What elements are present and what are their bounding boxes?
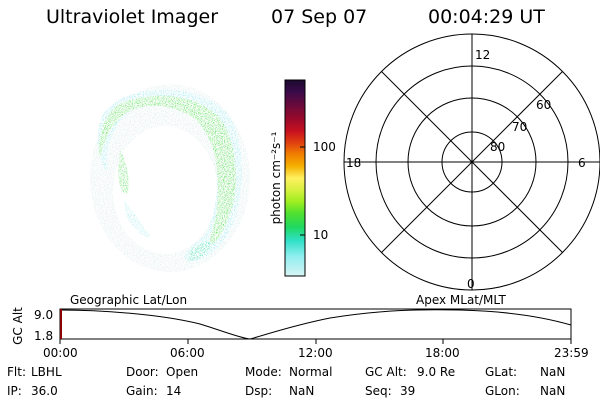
colorbar-tick-100: 100 — [313, 140, 336, 154]
date-label: 07 Sep 07 — [271, 6, 368, 28]
status-mode-key: Mode: — [245, 365, 282, 379]
lat-label-60: 60 — [536, 98, 552, 112]
timeline-ytick-max: 9.0 — [34, 308, 54, 322]
timeline-ytick-min: 1.8 — [34, 329, 54, 343]
lat-label-70: 70 — [512, 120, 528, 134]
status-gcalt-key: GC Alt: — [365, 365, 407, 379]
status-door-key: Door: — [126, 365, 159, 379]
status-door-value: Open — [166, 365, 199, 379]
status-seq-value: 39 — [400, 384, 416, 398]
timeline-xtick-2: 12:00 — [298, 346, 333, 360]
status-gcalt-value: 9.0 Re — [417, 365, 456, 379]
timeline-xtick-3: 18:00 — [425, 346, 460, 360]
timeline-xtick-1: 06:00 — [170, 346, 205, 360]
timeline-xtick-4: 23:59 — [554, 346, 589, 360]
colorbar-tick-10: 10 — [313, 228, 329, 242]
time-label: 00:04:29 UT — [428, 6, 545, 28]
mlt-label-6: 6 — [578, 156, 586, 170]
instrument-title: Ultraviolet Imager — [46, 6, 219, 28]
mlt-label-12: 12 — [475, 48, 491, 62]
status-glat-value: NaN — [540, 365, 566, 379]
status-dsp-value: NaN — [289, 384, 315, 398]
lat-label-80: 80 — [490, 140, 506, 154]
status-gain-key: Gain: — [126, 384, 158, 398]
status-ip-value: 36.0 — [31, 384, 58, 398]
status-glon-value: NaN — [540, 384, 566, 398]
status-dsp-key: Dsp: — [245, 384, 273, 398]
status-gain-value: 14 — [166, 384, 182, 398]
status-filter-key: Flt: — [7, 365, 26, 379]
mlt-label-0: 0 — [467, 277, 475, 291]
apex-coords-label: Apex MLat/MLT — [416, 293, 506, 307]
status-filter-value: LBHL — [31, 365, 62, 379]
geographic-coords-label: Geographic Lat/Lon — [70, 293, 188, 307]
timeline-xtick-0: 00:00 — [43, 346, 78, 360]
status-ip-key: IP: — [7, 384, 22, 398]
status-seq-key: Seq: — [365, 384, 392, 398]
status-glon-key: GLon: — [485, 384, 520, 398]
status-glat-key: GLat: — [485, 365, 518, 379]
mlt-label-18: 18 — [346, 156, 362, 170]
status-mode-value: Normal — [289, 365, 333, 379]
